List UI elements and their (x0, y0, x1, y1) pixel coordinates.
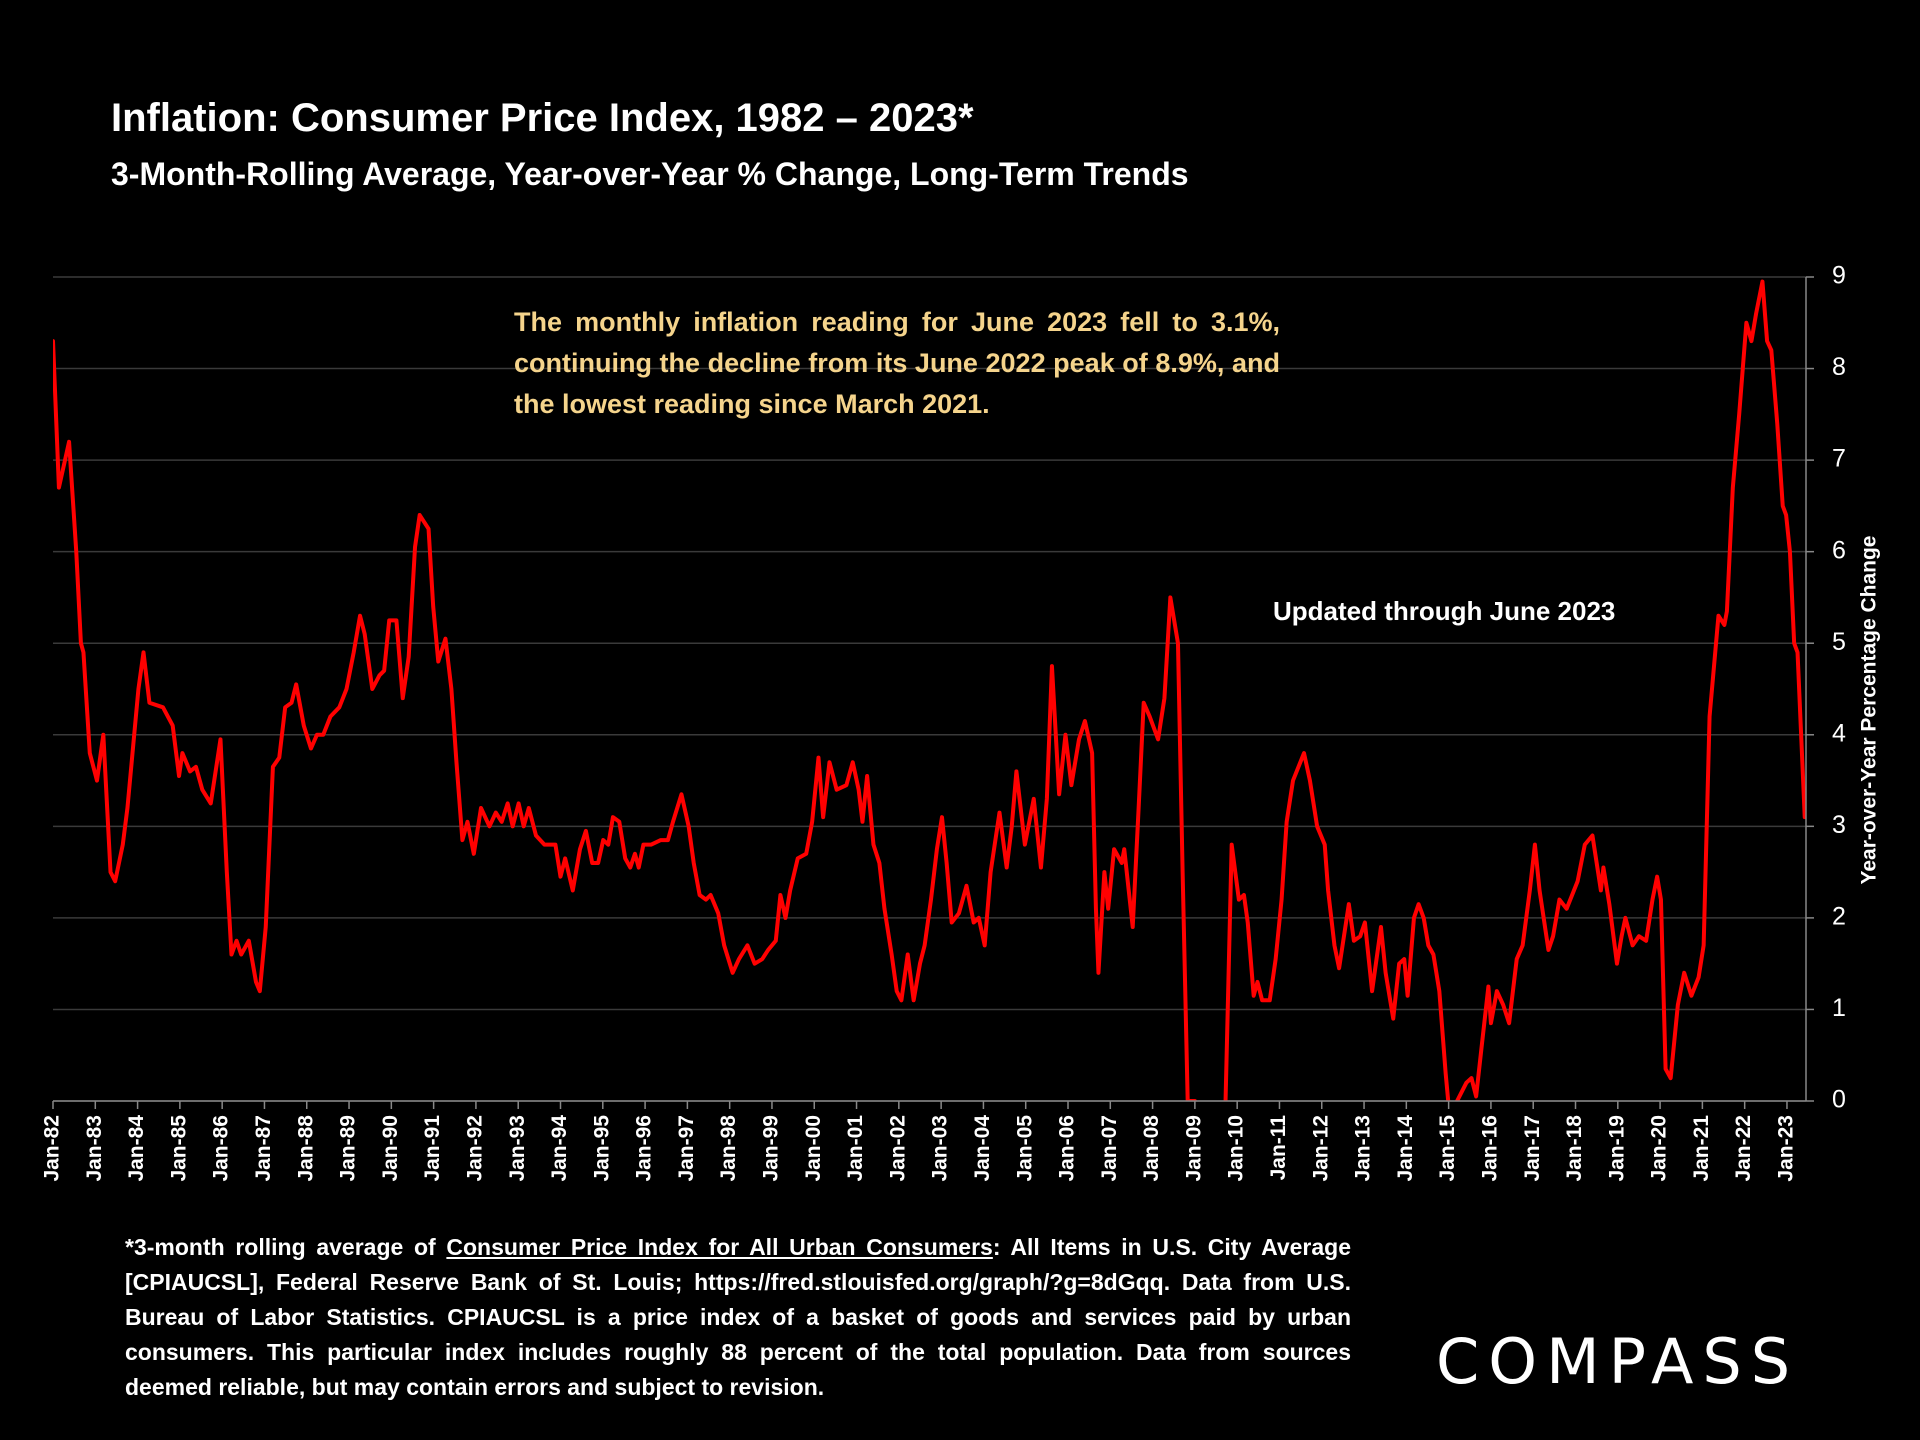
logo: COMPASS (1436, 1325, 1800, 1398)
x-tick-label: Jan-20 (1648, 1115, 1671, 1182)
chart-subtitle: 3-Month-Rolling Average, Year-over-Year … (111, 156, 1189, 192)
y-tick-label: 5 (1832, 628, 1846, 656)
x-tick-label: Jan-98 (717, 1115, 740, 1182)
x-tick-label: Jan-22 (1732, 1115, 1755, 1182)
x-tick-label: Jan-87 (252, 1115, 275, 1182)
x-tick-label: Jan-00 (802, 1115, 825, 1182)
y-axis-label: Year-over-Year Percentage Change (1858, 535, 1881, 884)
footnote-link[interactable]: Consumer Price Index for All Urban Consu… (446, 1234, 993, 1260)
x-tick-label: Jan-85 (167, 1115, 190, 1182)
x-tick-label: Jan-82 (41, 1115, 64, 1182)
y-tick-label: 9 (1832, 262, 1846, 290)
x-tick-label: Jan-09 (1182, 1115, 1205, 1182)
x-tick-label: Jan-03 (929, 1115, 952, 1182)
data-line (53, 279, 1806, 1101)
footnote: *3-month rolling average of Consumer Pri… (125, 1230, 1351, 1405)
x-tick-label: Jan-18 (1563, 1115, 1586, 1182)
grid (53, 276, 1806, 1102)
y-tick-label: 8 (1832, 353, 1846, 381)
x-tick-label: Jan-84 (125, 1115, 148, 1182)
series-area (53, 279, 1806, 1101)
x-tick-label: Jan-92 (463, 1115, 486, 1182)
update-note: Updated through June 2023 (1273, 596, 1616, 626)
x-tick-label: Jan-13 (1352, 1115, 1375, 1182)
x-tick-label: Jan-11 (1267, 1115, 1290, 1181)
x-tick-label: Jan-01 (844, 1115, 867, 1182)
chart-title: Inflation: Consumer Price Index, 1982 – … (111, 96, 974, 140)
x-tick-label: Jan-83 (83, 1115, 106, 1182)
x-tick-label: Jan-14 (1394, 1115, 1417, 1182)
footnote-text: : All Items in U.S. City Average [CPIAUC… (125, 1234, 1351, 1400)
x-tick-label: Jan-04 (971, 1115, 994, 1182)
y-tick-label: 2 (1832, 902, 1846, 930)
x-tick-label: Jan-89 (337, 1115, 360, 1182)
x-tick-label: Jan-23 (1775, 1115, 1798, 1182)
x-tick-label: Jan-12 (1309, 1115, 1332, 1182)
x-tick-label: Jan-17 (1521, 1115, 1544, 1182)
x-tick-label: Jan-93 (506, 1115, 529, 1182)
x-tick-label: Jan-07 (1098, 1115, 1121, 1182)
x-tick-label: Jan-06 (1056, 1115, 1079, 1182)
y-tick-label: 7 (1832, 445, 1846, 473)
x-tick-label: Jan-99 (760, 1115, 783, 1182)
y-tick-label: 3 (1832, 811, 1846, 839)
x-tick-label: Jan-08 (1140, 1115, 1163, 1182)
annotation: The monthly inflation reading for June 2… (514, 307, 1280, 419)
x-tick-label: Jan-88 (294, 1115, 317, 1182)
x-tick-label: Jan-02 (886, 1115, 909, 1182)
x-tick-label: Jan-19 (1605, 1115, 1628, 1182)
x-tick-label: Jan-21 (1690, 1115, 1713, 1182)
x-tick-label: Jan-90 (379, 1115, 402, 1182)
y-tick-label: 4 (1832, 719, 1846, 747)
x-tick-label: Jan-94 (548, 1115, 571, 1182)
x-tick-label: Jan-91 (421, 1115, 444, 1182)
y-tick-label: 6 (1832, 536, 1846, 564)
x-tick-label: Jan-05 (1013, 1115, 1036, 1182)
x-tick-label: Jan-86 (210, 1115, 233, 1182)
x-tick-label: Jan-10 (1225, 1115, 1248, 1182)
x-tick-label: Jan-97 (675, 1115, 698, 1182)
x-tick-label: Jan-95 (590, 1115, 613, 1182)
x-tick-label: Jan-16 (1478, 1115, 1501, 1182)
x-tick-label: Jan-96 (633, 1115, 656, 1182)
footnote-prefix: *3-month rolling average of (125, 1234, 447, 1260)
y-tick-label: 1 (1832, 994, 1846, 1022)
axes: 0 1 2 3 4 5 6 7 8 9 Jan-82 Jan-83 Jan-84 Jan-85 Jan-86… (41, 262, 1846, 1182)
y-tick-label: 0 (1832, 1086, 1846, 1114)
x-tick-label: Jan-15 (1436, 1115, 1459, 1182)
